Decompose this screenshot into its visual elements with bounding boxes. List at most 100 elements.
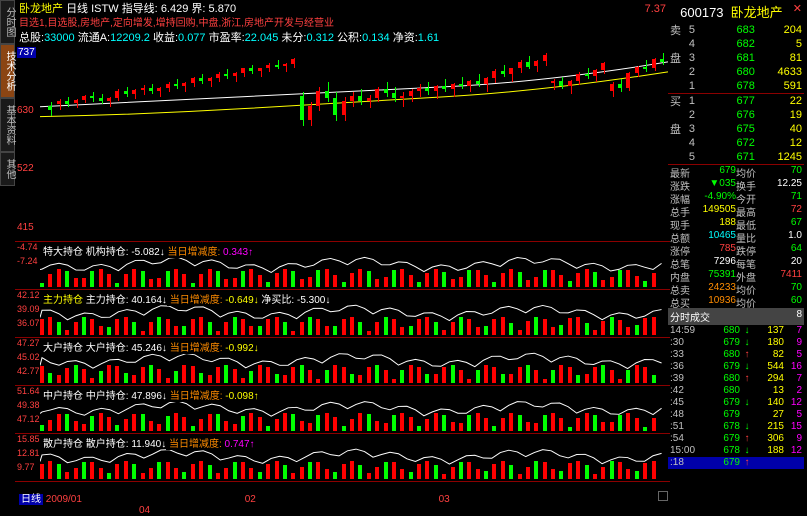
candle[interactable]: [425, 88, 429, 91]
tick-row[interactable]: :18679↑: [668, 457, 804, 469]
buy-row[interactable]: 467212: [668, 136, 804, 150]
candle[interactable]: [543, 55, 547, 61]
candle[interactable]: [216, 74, 220, 78]
tab-other[interactable]: 其他: [0, 152, 15, 186]
sub-indicator[interactable]: 特大持仓 机构持仓: -5.082↓ 当日增减度: 0.343↑-4.74-7.…: [15, 242, 670, 290]
candle[interactable]: [476, 81, 480, 84]
candle[interactable]: [350, 96, 354, 101]
candle[interactable]: [434, 86, 438, 91]
candle[interactable]: [652, 59, 656, 69]
candle[interactable]: [618, 84, 622, 88]
candle[interactable]: [99, 98, 103, 101]
candle[interactable]: [149, 88, 153, 91]
candle[interactable]: [283, 64, 287, 67]
candle[interactable]: [568, 81, 572, 86]
candle[interactable]: [166, 84, 170, 88]
candle[interactable]: [626, 73, 630, 88]
sub-indicator[interactable]: 主力持仓 主力持仓: 40.164↓ 当日增减度: -0.649↓ 净买比: -…: [15, 290, 670, 338]
candle[interactable]: [191, 78, 195, 83]
candle[interactable]: [115, 91, 119, 98]
candle[interactable]: [417, 88, 421, 91]
tick-row[interactable]: :54679↑3069: [668, 433, 804, 445]
candle[interactable]: [518, 62, 522, 69]
tab-tech[interactable]: 技术分析: [0, 44, 15, 98]
candle[interactable]: [534, 61, 538, 67]
close-icon[interactable]: ✕: [793, 2, 802, 15]
candle[interactable]: [384, 89, 388, 93]
candle[interactable]: [65, 101, 69, 104]
tick-row[interactable]: :33680↑825: [668, 349, 804, 361]
candle[interactable]: [635, 67, 639, 74]
candle[interactable]: [57, 101, 61, 104]
sell-row[interactable]: 26804633: [668, 65, 804, 79]
candle[interactable]: [375, 89, 379, 98]
sub-indicator[interactable]: 大户持仓 大户持仓: 45.246↓ 当日增减度: -0.992↓47.2745…: [15, 338, 670, 386]
resize-handle[interactable]: [658, 491, 668, 501]
candle[interactable]: [643, 67, 647, 69]
candle[interactable]: [585, 74, 589, 76]
candle[interactable]: [174, 84, 178, 86]
ticks-list[interactable]: 14:59680↓1377:30679↓1809:33680↑825:36679…: [668, 325, 804, 469]
tick-row[interactable]: :30679↓1809: [668, 337, 804, 349]
candle[interactable]: [392, 93, 396, 98]
candle[interactable]: [409, 91, 413, 96]
buy-row[interactable]: 盘367540: [668, 122, 804, 136]
candle[interactable]: [266, 65, 270, 69]
candle[interactable]: [342, 101, 346, 116]
candle[interactable]: [74, 100, 78, 103]
candle[interactable]: [576, 74, 580, 81]
candle[interactable]: [400, 96, 404, 98]
candle[interactable]: [308, 106, 312, 121]
sell-row[interactable]: 盘368181: [668, 51, 804, 65]
tick-row[interactable]: :45679↓14012: [668, 397, 804, 409]
candle[interactable]: [300, 96, 304, 120]
candle[interactable]: [484, 78, 488, 84]
tab-fenshi[interactable]: 分时图: [0, 0, 15, 44]
candle[interactable]: [601, 63, 605, 71]
ticks-header[interactable]: 分时成交 8: [668, 308, 804, 325]
sub-indicator[interactable]: 中户持仓 中户持仓: 47.896↓ 当日增减度: -0.098↑51.6449…: [15, 386, 670, 434]
tick-row[interactable]: :42680132: [668, 385, 804, 397]
candle[interactable]: [157, 88, 161, 91]
candle[interactable]: [107, 98, 111, 101]
candle[interactable]: [258, 68, 262, 71]
candle[interactable]: [451, 84, 455, 89]
tick-row[interactable]: :51678↓21515: [668, 421, 804, 433]
candle[interactable]: [367, 98, 371, 101]
candle[interactable]: [501, 71, 505, 74]
candle[interactable]: [48, 106, 52, 111]
candle[interactable]: [325, 91, 329, 98]
tick-row[interactable]: :39680↑2947: [668, 373, 804, 385]
candle[interactable]: [333, 98, 337, 116]
candle[interactable]: [526, 62, 530, 67]
candlestick-chart[interactable]: 737 630 522 415: [15, 47, 670, 242]
candle[interactable]: [275, 65, 279, 67]
candle[interactable]: [660, 59, 664, 62]
candle[interactable]: [509, 68, 513, 74]
buy-row[interactable]: 267619: [668, 108, 804, 122]
candle[interactable]: [132, 90, 136, 94]
candle[interactable]: [593, 70, 597, 76]
candle[interactable]: [492, 71, 496, 78]
candle[interactable]: [559, 81, 563, 86]
candle[interactable]: [224, 74, 228, 76]
candle[interactable]: [467, 81, 471, 86]
candle[interactable]: [82, 96, 86, 100]
candle[interactable]: [199, 78, 203, 81]
sell-row[interactable]: 1678591: [668, 79, 804, 93]
buy-row[interactable]: 56711245: [668, 150, 804, 164]
stock-code-header[interactable]: 600173 卧龙地产 ✕: [668, 0, 804, 23]
candle[interactable]: [182, 83, 186, 86]
candle[interactable]: [358, 96, 362, 101]
candle[interactable]: [141, 88, 145, 90]
tick-row[interactable]: :36679↓54416: [668, 361, 804, 373]
buy-row[interactable]: 买167722: [668, 94, 804, 108]
candle[interactable]: [208, 78, 212, 81]
candle[interactable]: [442, 86, 446, 89]
sell-row[interactable]: 46825: [668, 37, 804, 51]
tick-row[interactable]: 14:59680↓1377: [668, 325, 804, 337]
period-btn[interactable]: 日线: [19, 494, 43, 505]
candle-canvas[interactable]: [40, 47, 668, 241]
tick-row[interactable]: :48679275: [668, 409, 804, 421]
candle[interactable]: [249, 68, 253, 71]
